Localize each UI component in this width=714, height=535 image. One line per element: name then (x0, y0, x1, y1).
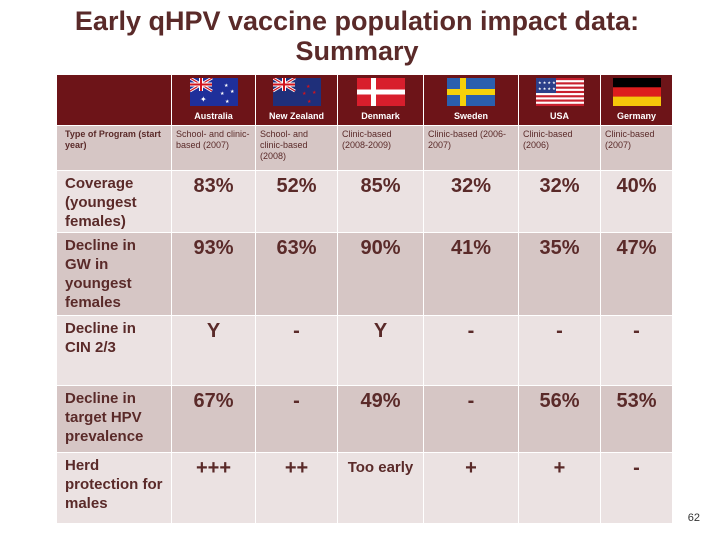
table-cell: ++ (255, 452, 338, 524)
program-type-label: Type of Program (start year) (56, 125, 172, 171)
table-cell: Y (337, 315, 424, 386)
table-cell: 49% (337, 385, 424, 453)
title-line-1: Early qHPV vaccine population impact dat… (74, 6, 640, 36)
table-cell: 56% (518, 385, 601, 453)
country-name-denmark: Denmark (361, 111, 400, 121)
table-cell: 67% (171, 385, 256, 453)
new-zealand-flag-icon: ★ ★ ★ ★ (272, 78, 321, 106)
table-cell: - (255, 315, 338, 386)
herd-protection-row: Herd protection for males +++ ++ Too ear… (56, 452, 673, 524)
country-name-new-zealand: New Zealand (268, 111, 324, 121)
row-label: Decline in GW in youngest females (56, 232, 172, 316)
table-cell: 32% (518, 170, 601, 233)
program-type-cell: School- and clinic-based (2007) (171, 125, 256, 171)
table-cell: 83% (171, 170, 256, 233)
table-cell: - (600, 315, 673, 386)
program-type-cell: Clinic-based (2007) (600, 125, 673, 171)
svg-text:★ ★ ★ ★: ★ ★ ★ ★ (538, 86, 556, 91)
program-type-cell: School- and clinic-based (2008) (255, 125, 338, 171)
table-cell: 93% (171, 232, 256, 316)
table-cell: 41% (423, 232, 519, 316)
genital-warts-decline-row: Decline in GW in youngest females 93% 63… (56, 232, 673, 316)
table-cell: Y (171, 315, 256, 386)
svg-text:★: ★ (312, 90, 317, 96)
table-cell: 53% (600, 385, 673, 453)
svg-text:★: ★ (306, 84, 311, 90)
usa-flag-icon: ★ ★ ★ ★ ★ ★ ★ ★ (535, 78, 584, 106)
svg-text:★: ★ (220, 91, 225, 97)
country-header-row: ✦ ★ ★ ★ ★ Australia ★ ★ ★ ★ New Zealand (56, 74, 673, 126)
country-name-usa: USA (549, 111, 569, 121)
table-cell: + (423, 452, 519, 524)
svg-text:★ ★ ★ ★: ★ ★ ★ ★ (538, 80, 556, 85)
header-cell-new-zealand: ★ ★ ★ ★ New Zealand (255, 74, 338, 126)
page-number: 62 (687, 512, 700, 524)
program-type-row: Type of Program (start year) School- and… (56, 125, 673, 171)
row-label: Coverage (youngest females) (56, 170, 172, 233)
svg-text:★: ★ (230, 89, 235, 95)
summary-table: ✦ ★ ★ ★ ★ Australia ★ ★ ★ ★ New Zealand (56, 74, 673, 524)
sweden-flag-icon (447, 78, 495, 106)
row-label: Herd protection for males (56, 452, 172, 524)
header-cell-denmark: Denmark (337, 74, 424, 126)
hpv-prevalence-decline-row: Decline in target HPV prevalence 67% - 4… (56, 385, 673, 453)
svg-text:★: ★ (225, 99, 230, 105)
table-cell: Too early (337, 452, 424, 524)
table-cell: 63% (255, 232, 338, 316)
table-cell: - (423, 315, 519, 386)
title-line-2: Summary (295, 36, 419, 66)
header-corner-cell (56, 74, 172, 126)
table-cell: - (423, 385, 519, 453)
denmark-flag-icon (356, 78, 405, 106)
header-cell-usa: ★ ★ ★ ★ ★ ★ ★ ★ USA (518, 74, 601, 126)
country-name-australia: Australia (194, 111, 233, 121)
country-name-germany: Germany (616, 111, 657, 121)
table-cell: - (600, 452, 673, 524)
table-cell: 40% (600, 170, 673, 233)
table-cell: 47% (600, 232, 673, 316)
table-cell: 35% (518, 232, 601, 316)
table-cell: - (518, 315, 601, 386)
slide-title: Early qHPV vaccine population impact dat… (0, 6, 714, 66)
header-cell-germany: Germany (600, 74, 673, 126)
table-cell: 85% (337, 170, 424, 233)
table-cell: 32% (423, 170, 519, 233)
coverage-row: Coverage (youngest females) 83% 52% 85% … (56, 170, 673, 233)
row-label: Decline in CIN 2/3 (56, 315, 172, 386)
program-type-cell: Clinic-based (2008-2009) (337, 125, 424, 171)
row-label: Decline in target HPV prevalence (56, 385, 172, 453)
svg-text:★: ★ (307, 99, 312, 105)
svg-text:★: ★ (224, 83, 229, 89)
table-cell: - (255, 385, 338, 453)
header-cell-sweden: Sweden (423, 74, 519, 126)
australia-flag-icon: ✦ ★ ★ ★ ★ (189, 78, 238, 106)
cin-decline-row: Decline in CIN 2/3 Y - Y - - - (56, 315, 673, 386)
header-cell-australia: ✦ ★ ★ ★ ★ Australia (171, 74, 256, 126)
table-cell: + (518, 452, 601, 524)
table-cell: 52% (255, 170, 338, 233)
program-type-cell: Clinic-based (2006) (518, 125, 601, 171)
country-name-sweden: Sweden (453, 111, 488, 121)
program-type-cell: Clinic-based (2006-2007) (423, 125, 519, 171)
svg-text:★: ★ (302, 91, 307, 97)
germany-flag-icon (612, 78, 661, 106)
table-cell: +++ (171, 452, 256, 524)
table-cell: 90% (337, 232, 424, 316)
svg-text:✦: ✦ (200, 95, 207, 104)
